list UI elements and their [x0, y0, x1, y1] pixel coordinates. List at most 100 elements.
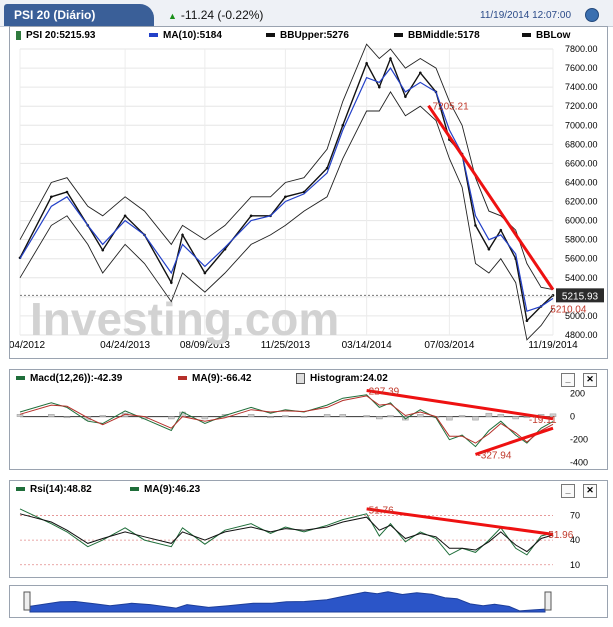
price-point [50, 195, 53, 199]
price-point [341, 123, 345, 127]
legend-bb-middle: BBMiddle:5178 [394, 30, 480, 41]
price-point [325, 166, 329, 170]
legend-rsi-ma: MA(9):46.23 [130, 484, 200, 495]
histogram-bar [63, 416, 71, 419]
y-tick-label: 0 [570, 412, 575, 422]
histogram-bar [497, 414, 505, 417]
macd-ma-swatch [178, 376, 187, 381]
y-tick-label: 7800.00 [565, 44, 598, 54]
price-change-value: -11.24 (-0.22%) [180, 8, 264, 22]
y-tick-label: 5000.00 [565, 311, 598, 321]
price-legend: PSI 20:5215.93 MA(10):5184 BBUpper:5276 … [10, 27, 607, 43]
histogram-bar [201, 416, 209, 420]
price-chart[interactable]: 4800.005000.005200.005400.005600.005800.… [10, 43, 607, 358]
legend-bb-upper-label: BBUpper:5276 [280, 30, 349, 41]
legend-rsi: Rsi(14):48.82 [16, 484, 92, 495]
bb-upper-swatch [266, 33, 275, 38]
macd-swatch [16, 376, 25, 381]
up-triangle-icon: ▲ [168, 11, 177, 21]
clock-icon[interactable] [585, 8, 599, 22]
price-point [65, 190, 69, 194]
histogram-bar [16, 414, 24, 417]
x-tick-label: 11/19/2014 [528, 340, 578, 351]
x-tick-label: 03/14/2014 [342, 340, 392, 351]
legend-rsi-ma-label: MA(9):46.23 [144, 484, 201, 495]
price-point [284, 195, 287, 199]
y-tick-label: 5400.00 [565, 273, 598, 283]
close-rsi-button[interactable]: ✕ [583, 484, 597, 498]
y-tick-label: 7200.00 [565, 101, 598, 111]
annotation-label: -19.11 [529, 415, 557, 426]
x-tick-label: 12/04/2012 [10, 340, 45, 351]
price-point [525, 319, 529, 323]
legend-rsi-label: Rsi(14):48.82 [30, 484, 92, 495]
y-tick-label: -200 [570, 435, 588, 445]
navigator-right-handle [544, 591, 552, 611]
rsi-swatch [16, 487, 25, 492]
price-point [419, 71, 422, 75]
histogram-bar [472, 416, 479, 421]
histogram-bar [247, 414, 255, 417]
y-tick-label: 4800.00 [565, 330, 598, 340]
histogram-swatch [296, 373, 305, 384]
instrument-tab[interactable]: PSI 20 (Diário) [4, 4, 154, 26]
histogram-bar [99, 415, 106, 417]
legend-macd-label: Macd(12,26)):-42.39 [30, 373, 123, 384]
histogram-bar [48, 414, 55, 417]
annotation-label: 7205.21 [433, 102, 470, 113]
price-point [101, 248, 105, 252]
legend-macd: Macd(12,26)):-42.39 [16, 373, 122, 384]
y-tick-label: 6200.00 [565, 197, 598, 207]
x-tick-label: 08/09/2013 [180, 340, 230, 351]
x-tick-label: 07/03/2014 [424, 340, 474, 351]
price-point [203, 271, 207, 275]
price-change: ▲ -11.24 (-0.22%) [168, 8, 263, 22]
price-panel: PSI 20:5215.93 MA(10):5184 BBUpper:5276 … [9, 26, 608, 359]
close-macd-button[interactable]: ✕ [583, 373, 597, 387]
y-tick-label: 6400.00 [565, 177, 598, 187]
trend-line [474, 426, 554, 456]
price-point [487, 247, 491, 251]
annotation-label: -327.94 [477, 450, 511, 461]
navigator-panel [9, 585, 608, 618]
series-line-psi-20 [19, 56, 554, 323]
histogram-bar [363, 415, 370, 417]
legend-macd-ma-label: MA(9):-66.42 [192, 373, 252, 384]
series-line-bbupper [19, 43, 554, 291]
price-point [378, 85, 381, 89]
histogram-bar [339, 414, 347, 417]
navigator-chart[interactable] [10, 586, 607, 617]
histogram-bar [446, 416, 453, 421]
y-tick-label: -400 [570, 458, 588, 468]
macd-legend: Macd(12,26)):-42.39 MA(9):-66.42 Histogr… [10, 370, 607, 386]
series-line-macd [19, 394, 554, 448]
price-tag: 5215.93 [562, 291, 599, 302]
price-point [123, 214, 127, 218]
annotation-label: 51.76 [369, 505, 394, 516]
rsi-legend: Rsi(14):48.82 MA(9):46.23 [10, 481, 607, 497]
watermark: Investing.com [30, 293, 339, 345]
y-tick-label: 6600.00 [565, 158, 598, 168]
macd-chart[interactable]: 200 0 -200 -400 227.39 -19.11 -327.94 [10, 387, 607, 469]
y-tick-label: 5800.00 [565, 235, 598, 245]
legend-price: PSI 20:5215.93 [16, 30, 96, 41]
bb-middle-swatch [394, 33, 403, 38]
legend-histogram: Histogram:24.02 [296, 373, 388, 384]
price-point [389, 57, 392, 60]
rsi-panel: Rsi(14):48.82 MA(9):46.23 _ ✕ 70 40 10 51.7… [9, 480, 608, 578]
price-point [249, 214, 253, 218]
navigator-left-handle [23, 591, 31, 611]
chart-header: PSI 20 (Diário) ▲ -11.24 (-0.22%) 11/19/2… [0, 0, 613, 27]
legend-bb-upper: BBUpper:5276 [266, 30, 349, 41]
legend-bb-lower-label: BBLow [536, 30, 571, 41]
y-tick-label: 7000.00 [565, 120, 598, 130]
rsi-chart[interactable]: 70 40 10 51.76 51.96 [10, 497, 607, 577]
ma-swatch [149, 33, 158, 38]
series-line-signal [19, 395, 554, 444]
minimize-rsi-button[interactable]: _ [561, 484, 575, 498]
minimize-macd-button[interactable]: _ [561, 373, 575, 387]
series-line-bblow [19, 91, 554, 341]
histogram-bar [523, 416, 531, 419]
y-tick-label: 10 [570, 560, 580, 570]
price-point [404, 95, 407, 98]
